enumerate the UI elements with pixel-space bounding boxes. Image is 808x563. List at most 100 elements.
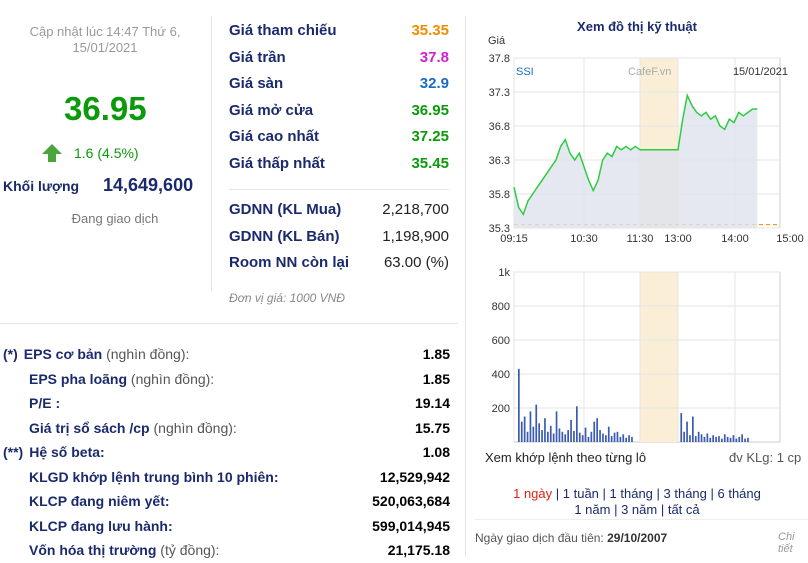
period-option[interactable]: 1 tuần [562,486,599,501]
period-option[interactable]: 3 năm [621,502,658,517]
price-line [513,92,758,217]
volume-bar [723,434,726,442]
period-option[interactable]: 1 tháng [609,486,653,501]
period-separator: | [552,486,563,501]
trading-status: Đang giao dịch [71,211,159,226]
y-tick-label: 600 [492,335,510,347]
price-row: Giá cao nhất 37.25 [229,128,449,155]
price-label: Giá tham chiếu [229,22,337,39]
price-value: 35.35 [411,22,449,39]
x-tick-label: 09:15 [500,233,528,245]
price-value: 37.25 [411,128,449,146]
financial-name: EPS cơ bản [23,346,103,363]
volume-bar [547,431,549,442]
volume-bar [541,430,543,442]
foreign-value: 1,198,900 [382,227,449,245]
financial-row: KLCP đang niêm yết: 520,063,684 [3,489,450,514]
detail-link[interactable]: Chi tiết [778,531,795,555]
volume-bar [721,438,723,442]
volume-bar [628,435,630,442]
financial-name: P/E : [29,395,61,412]
financial-value: 1.85 [422,346,450,363]
price-value: 35.45 [411,154,449,172]
financial-row: KLCP đang lưu hành: 599,014,945 [3,514,450,539]
price-label: Giá trần [229,48,286,66]
financial-label: KLGD khớp lệnh trung bình 10 phiên: [3,469,279,485]
volume-bar [735,438,738,442]
volume-bar [581,435,584,442]
x-tick-label: 14:00 [721,233,749,245]
volume-bar [607,426,610,442]
divider [465,16,466,557]
volume-bar [538,423,540,442]
divider [229,189,449,190]
volume-bar [555,411,558,442]
financial-label: (*) EPS cơ bản (nghìn đồng): [3,346,189,362]
financial-value: 15.75 [414,419,450,436]
financial-name: KLGD khớp lệnh trung bình 10 phiên: [29,468,279,485]
symbol-label: SSI [516,66,534,78]
volume-bar [518,368,520,442]
technical-chart-link[interactable]: Xem đồ thị kỹ thuật [577,19,697,34]
financial-value: 520,063,684 [372,493,450,510]
volume-bar [584,427,587,442]
volume-bar [631,436,633,442]
volume-bar [573,430,575,442]
price-row: Giá thấp nhất 35.45 [229,155,449,182]
volume-bar [703,436,706,442]
financial-label: KLCP đang lưu hành: [3,518,173,534]
financial-row: EPS pha loãng (nghìn đồng): 1.85 [3,367,450,392]
volume-bar [694,436,697,442]
chart-date: 15/01/2021 [733,66,788,78]
financial-value: 19.14 [414,395,450,412]
period-option[interactable]: 3 tháng [663,486,707,501]
volume-bar [561,431,564,442]
volume-bar [567,430,569,442]
divider [475,519,808,520]
financial-label: (**) Hệ số beta: [3,444,105,460]
volume-chart[interactable]: 1k 800 600 400 200 [470,256,808,446]
period-option[interactable]: tất cả [667,502,700,517]
volume-bar [744,438,746,442]
period-separator: | [598,486,610,501]
volume-bar [610,436,613,442]
volume-bar [709,437,712,443]
period-option[interactable]: 6 tháng [717,486,761,501]
volume-bar [706,433,709,442]
period-option[interactable]: 1 năm [574,502,611,517]
financial-unit: (nghìn đồng): [149,419,237,436]
period-selector: 1 ngày | 1 tuần | 1 tháng | 3 tháng | 6 … [466,486,808,518]
volume-bar [738,436,741,442]
financial-value: 599,014,945 [372,517,450,534]
volume-bar [523,416,526,442]
volume-bar [532,426,535,442]
price-change: 1.6 (4.5%) [42,144,139,162]
price-label: Giá thấp nhất [229,154,325,172]
lunch-break-band [640,272,678,442]
financial-value: 21,175.18 [387,542,450,559]
volume-bar [729,437,732,443]
volume-bar [613,432,616,442]
unit-note: Đơn vị giá: 1000 VNĐ [229,291,345,305]
price-list: Giá tham chiếu 35.35 Giá trần 37.8 Giá sàn 32… [229,22,449,182]
financial-unit: (nghìn đồng): [127,370,215,387]
period-option[interactable]: 1 ngày [513,486,553,501]
price-label: Giá cao nhất [229,128,320,146]
y-tick-label: 200 [492,403,510,415]
volume-bar [605,435,607,442]
volume-bar [558,428,561,442]
volume-bar [712,435,714,442]
volume-bar [602,433,604,442]
period-row: 1 ngày | 1 tuần | 1 tháng | 3 tháng | 6 … [466,486,808,502]
volume-bar [564,434,567,442]
price-chart[interactable]: 37.8 37.3 36.8 36.3 35.8 35.309:15 10:30 11:30 1… [470,32,808,252]
foreign-value: 63.00 (%) [383,254,449,272]
volume-bar [520,421,523,442]
financial-label: Vốn hóa thị trường (tỷ đồng): [3,542,219,558]
divider [211,16,212,291]
volume-unit: đv KLg: 1 cp [729,450,802,465]
volume-bar [526,431,529,442]
update-time: Cập nhật lúc 14:47 Thứ 6, 15/01/2021 [29,24,181,55]
match-by-lot-link[interactable]: Xem khớp lệnh theo từng lô [485,450,647,465]
financial-row: P/E : 19.14 [3,391,450,416]
